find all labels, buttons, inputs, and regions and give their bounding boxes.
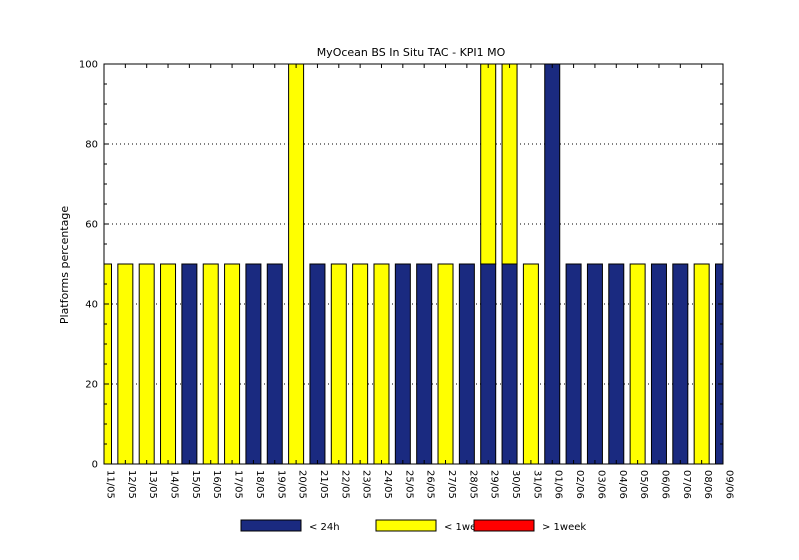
x-tick-label: 13/05 — [147, 470, 158, 499]
y-tick-label: 40 — [85, 300, 98, 311]
legend-label: < 24h — [309, 522, 340, 533]
x-tick-label: 06/06 — [659, 470, 670, 499]
y-tick-label: 60 — [85, 220, 98, 231]
bar-segment — [181, 263, 198, 464]
y-tick-label: 80 — [85, 140, 98, 151]
bar-segment — [501, 64, 518, 265]
bar-segment — [437, 263, 454, 464]
x-tick-label: 18/05 — [254, 470, 265, 499]
x-tick-label: 20/05 — [297, 470, 308, 499]
x-tick-label: 11/05 — [105, 470, 116, 499]
x-tick-label: 04/06 — [617, 470, 628, 499]
x-tick-label: 26/05 — [425, 470, 436, 499]
x-tick-label: 02/06 — [574, 470, 585, 499]
bar-segment — [394, 263, 411, 464]
legend-swatch — [240, 519, 302, 532]
bar-segment — [608, 263, 625, 464]
y-axis-label: Platforms percentage — [58, 206, 71, 324]
x-tick-label: 25/05 — [403, 470, 414, 499]
bar-layer — [104, 64, 723, 464]
bar-segment — [104, 263, 112, 464]
bar-segment — [672, 263, 689, 464]
x-tick-label: 19/05 — [275, 470, 286, 499]
axis-layer: 0 20 40 60 80 100 11/05 12/05 13/05 14/05 15/05 16/… — [79, 60, 735, 499]
legend-label: < 1week — [444, 522, 488, 533]
legend: < 24h < 1week > 1week — [240, 519, 586, 533]
x-tick-label: 23/05 — [361, 470, 372, 499]
x-tick-label: 22/05 — [339, 470, 350, 499]
y-tick-label: 0 — [92, 460, 98, 471]
bar-segment — [522, 263, 539, 464]
x-tick-label: 31/05 — [531, 470, 542, 499]
bar-segment — [330, 263, 347, 464]
bar-segment — [160, 263, 177, 464]
bar-segment — [501, 263, 518, 464]
x-tick-label: 09/06 — [724, 470, 735, 499]
bar-segment — [480, 263, 497, 464]
x-tick-label: 03/06 — [595, 470, 606, 499]
bar-segment — [352, 263, 369, 464]
bar-segment — [544, 64, 561, 464]
legend-label: > 1week — [542, 522, 586, 533]
bar-segment — [458, 263, 475, 464]
bar-segment — [416, 263, 433, 464]
bar-segment — [565, 263, 582, 464]
bar-segment — [650, 263, 667, 464]
chart-title: MyOcean BS In Situ TAC - KPI1 MO — [317, 46, 506, 59]
bar-segment — [373, 263, 390, 464]
y-tick-label: 20 — [85, 380, 98, 391]
bar-segment — [715, 263, 723, 464]
x-tick-label: 16/05 — [211, 470, 222, 499]
x-tick-label: 08/06 — [702, 470, 713, 499]
x-tick-label: 07/06 — [681, 470, 692, 499]
x-tick-label: 12/05 — [126, 470, 137, 499]
x-tick-label: 14/05 — [169, 470, 180, 499]
bars — [104, 64, 723, 464]
x-tick-label: 28/05 — [467, 470, 478, 499]
bar-segment — [586, 263, 603, 464]
legend-swatch — [473, 519, 535, 532]
x-tick-label: 29/05 — [489, 470, 500, 499]
bar-segment — [245, 263, 262, 464]
bar-segment — [224, 263, 241, 464]
x-tick-label: 30/05 — [510, 470, 521, 499]
x-tick-label: 15/05 — [190, 470, 201, 499]
bar-segment — [693, 263, 710, 464]
bar-segment — [266, 263, 283, 464]
x-tick-label: 24/05 — [382, 470, 393, 499]
bar-segment — [629, 263, 646, 464]
x-tick-label: 01/06 — [553, 470, 564, 499]
bar-segment — [480, 64, 497, 265]
x-tick-label: 05/06 — [638, 470, 649, 499]
bar-segment — [288, 64, 305, 464]
x-tick-label: 21/05 — [318, 470, 329, 499]
bar-segment — [202, 263, 219, 464]
x-tick-label: 27/05 — [446, 470, 457, 499]
bar-segment — [309, 263, 326, 464]
x-tick-label: 17/05 — [233, 470, 244, 499]
bar-segment — [117, 263, 134, 464]
legend-swatch — [375, 519, 437, 532]
bar-segment — [138, 263, 155, 464]
y-tick-label: 100 — [79, 60, 98, 71]
